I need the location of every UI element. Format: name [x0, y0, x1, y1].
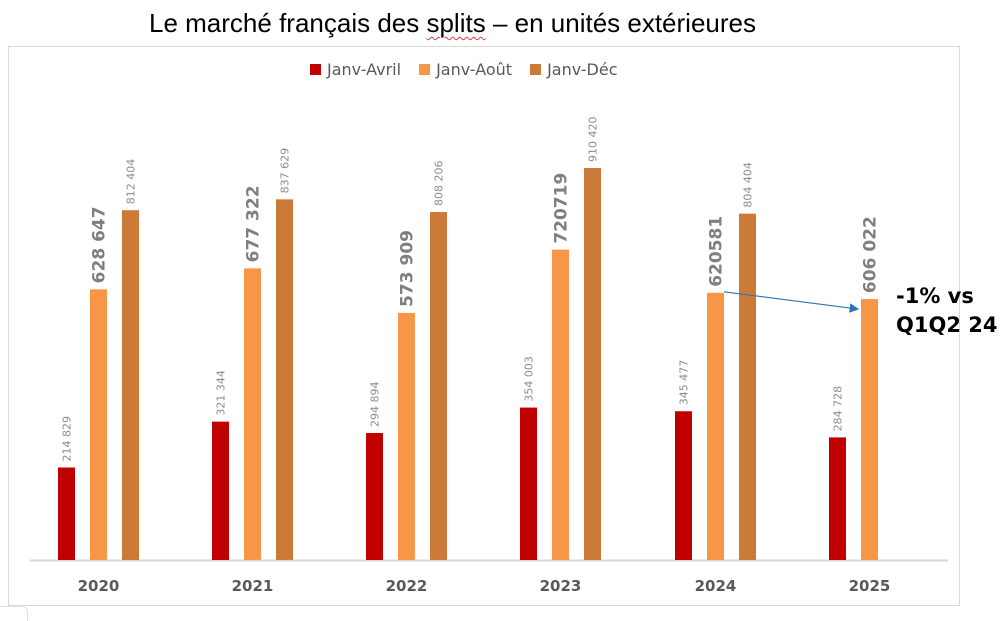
- data-label: 812 404: [125, 159, 138, 205]
- bar-janv-d-c-2022: [430, 212, 447, 561]
- x-tick-label: 2023: [540, 577, 582, 595]
- bar-janv-avril-2023: [520, 407, 537, 560]
- data-label: 214 829: [61, 416, 74, 462]
- data-label: 294 894: [369, 382, 382, 428]
- data-label: 804 404: [742, 162, 755, 208]
- legend-swatch: [530, 64, 542, 75]
- bar-janv-ao-t-2024: [707, 292, 724, 560]
- x-tick-label: 2025: [849, 577, 891, 595]
- data-label: 620581: [707, 216, 727, 287]
- legend-swatch: [310, 64, 321, 75]
- legend-item-janv-aout: Janv-Août: [419, 60, 512, 79]
- bar-janv-avril-2020: [58, 467, 75, 560]
- bar-janv-ao-t-2021: [244, 268, 261, 560]
- data-label: 573 909: [398, 230, 418, 307]
- legend-label: Janv-Avril: [327, 60, 402, 79]
- title-part: – en unités extérieures: [485, 8, 756, 38]
- annotation-arrow: [723, 291, 860, 313]
- bar-janv-d-c-2024: [739, 213, 756, 560]
- x-tick-label: 2020: [78, 577, 120, 595]
- chart-area: [8, 46, 960, 606]
- bar-janv-ao-t-2023: [552, 249, 569, 560]
- legend-item-janv-dec: Janv-Déc: [530, 60, 618, 79]
- data-label: 837 629: [279, 148, 292, 194]
- bar-janv-d-c-2023: [584, 168, 601, 560]
- bar-janv-avril-2025: [829, 437, 846, 560]
- annotation-line: -1% vs: [896, 284, 974, 308]
- bar-janv-ao-t-2022: [398, 312, 415, 560]
- title-misspelled-word: splits: [426, 8, 486, 38]
- bar-janv-ao-t-2025: [861, 299, 878, 560]
- chart-title: Le marché français des splits – en unité…: [0, 8, 905, 39]
- data-label: 720719: [552, 173, 572, 244]
- annotation-line: Q1Q2 24: [896, 313, 998, 337]
- data-label: 606 022: [861, 216, 881, 293]
- data-label: 808 206: [433, 161, 446, 207]
- title-part: Le marché français des: [149, 8, 427, 38]
- legend: Janv-Avril Janv-Août Janv-Déc: [310, 60, 618, 79]
- bar-janv-avril-2021: [212, 421, 229, 560]
- legend-swatch: [419, 64, 431, 75]
- annotation-text: -1% vs Q1Q2 24: [896, 282, 997, 340]
- data-label: 284 728: [832, 386, 845, 432]
- data-label: 628 647: [90, 206, 110, 283]
- bar-janv-avril-2024: [675, 411, 692, 560]
- corner-tab: [0, 606, 28, 621]
- x-tick-label: 2024: [695, 577, 737, 595]
- bar-janv-d-c-2021: [276, 199, 293, 560]
- data-label: 677 322: [244, 185, 264, 262]
- legend-item-janv-avril: Janv-Avril: [310, 60, 401, 79]
- data-label: 321 344: [215, 370, 228, 416]
- bar-janv-ao-t-2020: [90, 289, 107, 560]
- data-label: 354 003: [523, 356, 536, 402]
- x-tick-label: 2021: [232, 577, 274, 595]
- data-label: 345 477: [678, 360, 691, 406]
- bar-janv-avril-2022: [366, 433, 383, 560]
- legend-label: Janv-Déc: [547, 60, 618, 79]
- x-tick-label: 2022: [386, 577, 428, 595]
- legend-label: Janv-Août: [436, 60, 513, 79]
- data-label: 910 420: [587, 117, 600, 163]
- bar-janv-d-c-2020: [122, 210, 139, 560]
